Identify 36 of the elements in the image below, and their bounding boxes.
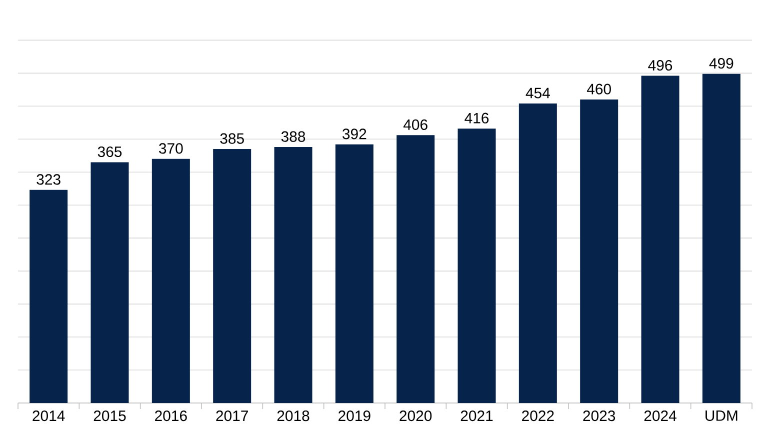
data-label: 370 <box>159 143 183 154</box>
bar <box>580 100 618 403</box>
x-tick-label: 2018 <box>277 410 310 422</box>
x-tick-label: 2014 <box>32 410 65 422</box>
bar <box>458 128 496 403</box>
x-tick-label: 2021 <box>460 410 493 422</box>
data-label: 406 <box>403 119 428 130</box>
bar <box>518 104 557 403</box>
bar <box>396 135 435 403</box>
bar <box>335 144 374 403</box>
bar <box>702 74 740 403</box>
bar <box>90 162 129 403</box>
x-tick-label: 2017 <box>216 410 248 422</box>
bar <box>641 76 680 403</box>
data-label: 460 <box>586 84 611 94</box>
data-label: 388 <box>281 131 306 142</box>
x-tick-label: 2016 <box>155 410 187 422</box>
x-tick-label: 2024 <box>644 410 676 422</box>
data-label: 385 <box>220 133 244 144</box>
data-label: 496 <box>648 60 672 71</box>
data-label: 454 <box>526 88 550 98</box>
x-tick-label: 2022 <box>522 410 554 422</box>
x-tick-label: 2015 <box>94 410 126 422</box>
data-label: 499 <box>709 58 734 69</box>
bar <box>213 149 252 403</box>
bar <box>274 147 312 403</box>
bar <box>152 158 190 403</box>
bar <box>30 190 68 403</box>
data-label: 323 <box>36 174 60 185</box>
x-tick-label: 2020 <box>400 410 432 422</box>
x-tick-label: 2019 <box>338 410 370 422</box>
data-label: 416 <box>464 112 489 124</box>
x-tick-label: 2023 <box>583 410 616 422</box>
data-label: 365 <box>98 146 122 158</box>
data-label: 392 <box>342 128 366 140</box>
x-tick-label: UDM <box>706 410 738 421</box>
